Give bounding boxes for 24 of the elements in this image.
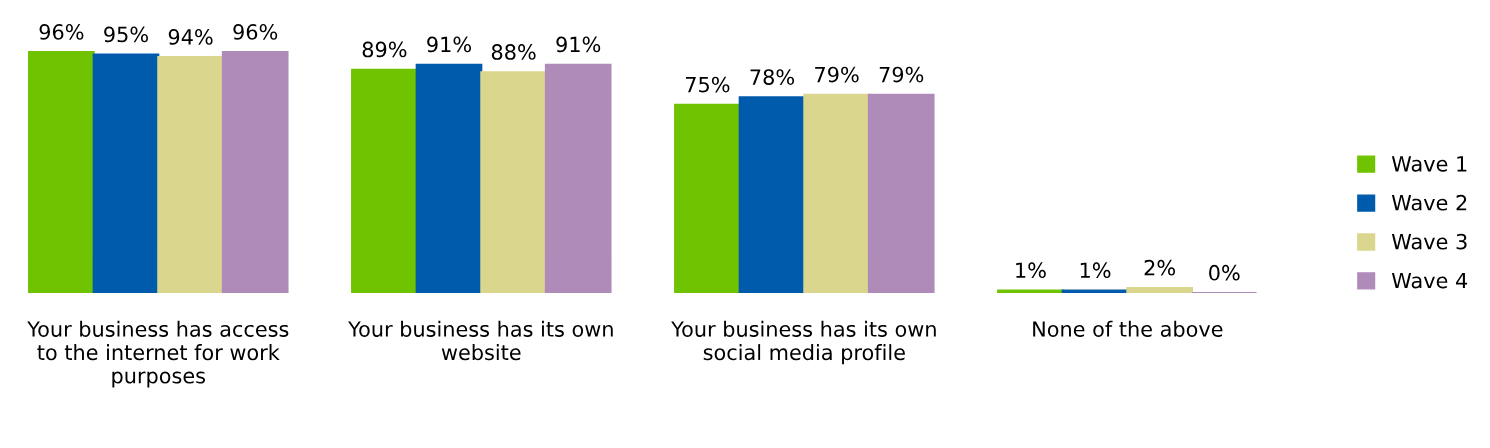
data-label: 75% — [685, 76, 730, 93]
x-tick-label: None of the above — [1033, 320, 1223, 337]
data-label: 96% — [233, 24, 278, 40]
data-label: 91% — [556, 36, 601, 53]
x-tick-label: Your business has its own website — [348, 320, 613, 361]
data-label: 2% — [1144, 259, 1176, 276]
data-label: 1% — [1080, 262, 1111, 279]
data-label: 79% — [879, 66, 924, 83]
legend-label: Wave 1 — [1391, 156, 1467, 172]
data-label: 96% — [39, 24, 84, 40]
data-label: 88% — [491, 44, 536, 60]
data-label: 95% — [104, 26, 148, 43]
legend-label: Wave 4 — [1391, 272, 1468, 289]
data-label: 79% — [815, 66, 859, 83]
legend-label: Wave 3 — [1391, 233, 1467, 250]
data-label: 78% — [750, 69, 795, 85]
data-label: 94% — [168, 29, 213, 45]
data-label: 1% — [1016, 262, 1046, 279]
x-tick-label: Your business has its own social media profile — [671, 320, 936, 365]
x-tick-label: Your business has access to the internet for work purposes — [27, 320, 289, 388]
legend-label: Wave 2 — [1391, 194, 1467, 211]
data-label: 89% — [362, 41, 407, 58]
data-label: 0% — [1209, 264, 1240, 281]
data-label: 91% — [427, 36, 471, 53]
